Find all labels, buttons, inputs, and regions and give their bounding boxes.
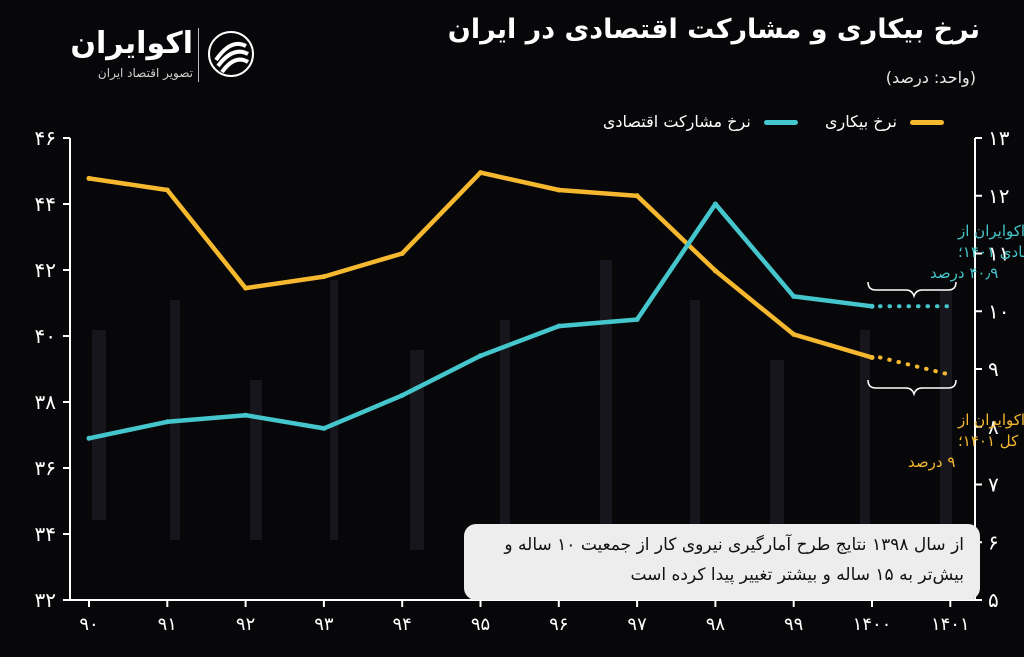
methodology-note: از سال ۱۳۹۸ نتایج طرح آمارگیری نیروی کار…: [464, 524, 980, 600]
x-tick-label-11: ۱۴۰۱: [931, 614, 970, 635]
x-tick-label-6: ۹۶: [549, 614, 568, 635]
y-left-tick-label-6: ۴۴: [35, 192, 56, 216]
legend-item-participation: نرخ مشارکت اقتصادی: [603, 112, 798, 131]
annotations: برآورد اکوایران از نرخ مشارکت اقتصادی ۱۴…: [867, 222, 1024, 471]
series-0-point-6: [556, 187, 562, 193]
legend-label-unemployment: نرخ بیکاری: [824, 112, 897, 131]
series-0-point-9: [791, 331, 797, 337]
y-left-tick-label-2: ۳۶: [35, 456, 56, 480]
logo-tagline: تصویر اقتصاد ایران: [97, 66, 193, 80]
x-tick-label-0: ۹۰: [79, 614, 98, 635]
series-1-point-9: [791, 293, 797, 299]
background-bar-2: [250, 380, 262, 540]
y-right-tick-label-5: ۱۰: [988, 299, 1009, 323]
background-bar-8: [770, 360, 784, 560]
y-left-tick-label-7: ۴۶: [35, 126, 56, 150]
legend-label-participation: نرخ مشارکت اقتصادی: [602, 112, 751, 131]
background-bar-5: [500, 320, 510, 550]
y-right-tick-label-4: ۹: [988, 357, 999, 381]
y-right-tick-label-0: ۵: [988, 588, 999, 612]
series-1-point-2: [243, 412, 249, 418]
series-1-point-1: [164, 419, 170, 425]
y-left-tick-label-0: ۳۲: [35, 588, 56, 612]
annotation-unemployment-line-1: برآورد اکوایران از: [957, 411, 1024, 429]
series-line-0: [86, 170, 875, 360]
series-1-point-10: [869, 303, 875, 309]
series-0-point-7: [634, 193, 640, 199]
y-left-tick-label-3: ۳۸: [35, 390, 57, 414]
series-1-point-5: [478, 353, 483, 359]
annotation-unemployment-line-2: نرخ بیکاری کل ۱۴۰۱؛: [958, 432, 1024, 450]
x-tick-label-2: ۹۲: [236, 614, 255, 635]
series-1-point-8: [712, 201, 718, 207]
series-1-point-3: [321, 425, 327, 431]
y-left-tick-label-5: ۴۲: [35, 258, 56, 282]
logo-divider: [198, 28, 199, 82]
background-bar-3: [330, 280, 338, 540]
legend-swatch-participation: [763, 120, 798, 125]
legend-item-unemployment: نرخ بیکاری: [825, 112, 944, 131]
chart-title: نرخ بیکاری و مشارکت اقتصادی در ایران: [447, 14, 980, 45]
y-right-tick-label-6: ۱۱: [988, 242, 1009, 266]
background-bar-4: [410, 350, 424, 550]
x-tick-label-4: ۹۴: [393, 614, 412, 635]
brace-unemployment: [867, 379, 957, 397]
x-tick-label-1: ۹۱: [158, 614, 177, 635]
x-tick-label-9: ۹۹: [784, 614, 803, 635]
y-right-tick-label-8: ۱۳: [988, 126, 1010, 150]
logo: اکوایران تصویر اقتصاد ایران: [38, 22, 254, 92]
background-bar-10: [940, 290, 952, 550]
legend-swatch-unemployment: [910, 120, 944, 125]
series-0-point-0: [86, 175, 92, 181]
series-1-point-4: [399, 392, 405, 398]
series-0-point-5: [478, 170, 483, 176]
annotation-participation-line-1: برآورد اکوایران از: [957, 222, 1024, 240]
series-1-point-0: [86, 435, 92, 441]
background-bar-9: [860, 330, 870, 550]
series-0-point-8: [712, 268, 718, 274]
background-bar-6: [600, 260, 612, 550]
chart-unit: (واحد: درصد): [885, 68, 976, 87]
x-tick-label-10: ۱۴۰۰: [853, 614, 892, 635]
annotation-participation-line-3: ۴۰٫۹ درصد: [930, 264, 998, 282]
annotation-unemployment-line-3: ۹ درصد: [908, 453, 955, 471]
y-right-tick-label-1: ۶: [988, 530, 999, 554]
series-1-point-6: [556, 323, 562, 329]
legend: نرخ بیکاری نرخ مشارکت اقتصادی: [581, 112, 944, 131]
y-left-tick-label-1: ۳۴: [35, 522, 56, 546]
y-right-tick-label-7: ۱۲: [988, 184, 1009, 208]
x-tick-label-7: ۹۷: [627, 614, 647, 635]
y-left-tick-label-4: ۴۰: [35, 324, 56, 348]
series-0-point-1: [164, 187, 170, 193]
y-right-tick-label-2: ۷: [988, 473, 999, 497]
series-0-point-4: [399, 251, 405, 256]
series-0-point-2: [243, 285, 249, 291]
x-tick-label-8: ۹۸: [706, 614, 726, 635]
series-estimate-line-0: [878, 355, 953, 377]
brace-participation: [867, 281, 957, 299]
series-0-point-3: [321, 274, 327, 280]
annotation-participation-line-2: نرخ مشارکت اقتصادی ۱۴۰۱؛: [958, 243, 1024, 261]
y-right-tick-label-3: ۸: [988, 415, 999, 439]
logo-name: اکوایران: [70, 26, 193, 61]
series-1-point-7: [634, 317, 640, 322]
logo-icon: [208, 31, 254, 77]
series-0-point-10: [869, 354, 875, 360]
x-tick-label-3: ۹۳: [314, 614, 334, 635]
background-bar-0: [92, 330, 106, 520]
background-bar-7: [690, 300, 700, 550]
x-tick-label-5: ۹۵: [471, 614, 490, 635]
